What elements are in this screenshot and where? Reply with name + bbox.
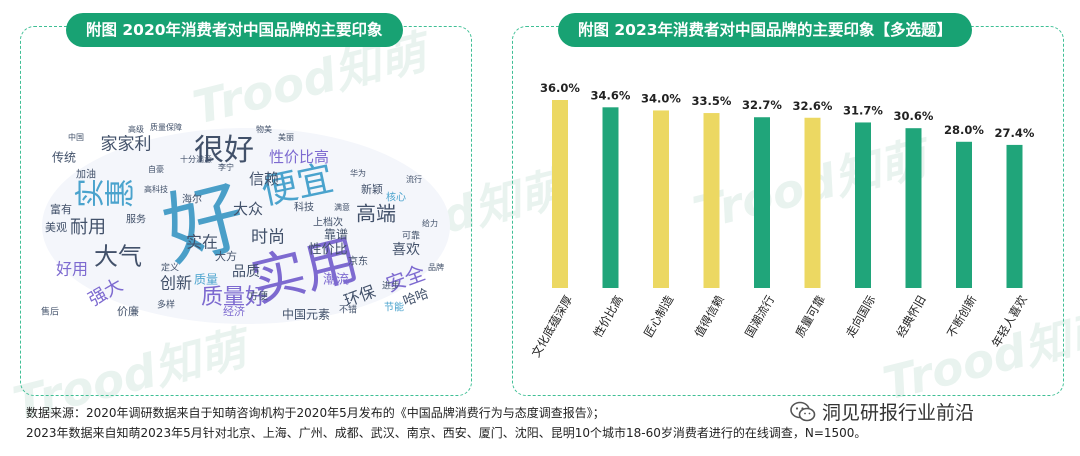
word-cloud-term: 进步 (382, 281, 400, 292)
category-label: 性价比高 (591, 293, 626, 340)
value-label: 36.0% (540, 81, 580, 95)
word-cloud-term: 十分满意 (180, 154, 212, 164)
category-label: 年轻人喜欢 (989, 292, 1030, 349)
word-cloud-term: 华为 (350, 168, 366, 178)
category-label: 不断创新 (944, 292, 979, 339)
value-label: 34.0% (641, 91, 681, 105)
word-cloud-term: 流行 (406, 174, 422, 184)
value-label: 27.4% (995, 126, 1035, 140)
word-cloud-term: 多样 (157, 299, 175, 311)
left-panel-title: 附图 2020年消费者对中国品牌的主要印象 (66, 13, 403, 47)
category-label: 走向国际 (843, 293, 878, 340)
value-label: 33.5% (692, 94, 732, 108)
word-cloud-term: 时尚 (251, 228, 285, 248)
word-cloud-term: 质量好 (201, 285, 267, 310)
word-cloud-term: 新颖 (361, 182, 383, 196)
word-cloud-term: 美观 (45, 221, 67, 234)
word-cloud-term: 经济 (223, 304, 245, 318)
category-label: 值得信赖 (692, 292, 727, 339)
word-cloud-term: 实在 (186, 233, 218, 252)
word-cloud-term: 物美 (256, 124, 272, 134)
word-cloud-term: 传统 (52, 150, 76, 165)
wechat-account-name: 洞见研报行业前沿 (822, 402, 975, 424)
word-cloud-term: 加油 (76, 168, 96, 181)
word-cloud-term: 核心 (386, 191, 406, 204)
bar-7 (855, 122, 871, 288)
word-cloud-term: 喜欢 (392, 242, 420, 258)
value-label: 34.6% (591, 88, 631, 102)
bar-chart: 36.0% 文化底蕴深厚 34.6% 性价比高 34.0% 匠心制造 33.5% 值得信赖 32… (529, 81, 1035, 360)
word-cloud-term: 富有 (50, 202, 72, 216)
wechat-account: 洞见研报行业前沿 (790, 398, 974, 425)
word-cloud-term: 海尔 (182, 193, 202, 206)
bar-8 (905, 128, 922, 288)
word-cloud-term: 中国 (68, 132, 84, 142)
word-cloud-term: 售后 (41, 306, 59, 318)
word-cloud-term: 很好 (194, 133, 254, 168)
category-label: 经典怀旧 (894, 293, 929, 340)
word-cloud-term: 高科技 (144, 184, 168, 194)
bar-4 (703, 113, 720, 288)
word-cloud-term: 家家利 (101, 135, 152, 155)
word-cloud-term: 实惠 (74, 179, 134, 214)
source-note-line1: 数据来源：2020年调研数据来自于知萌咨询机构于2020年5月发布的《中国品牌消… (26, 406, 605, 420)
word-cloud-backdrop (42, 128, 450, 324)
word-cloud-term: 好用 (56, 260, 88, 279)
category-label: 质量可靠 (793, 292, 828, 339)
bar-5 (754, 117, 770, 288)
word-cloud-term: 信赖 (249, 170, 279, 188)
word-cloud-term: 性价比高 (269, 148, 329, 166)
word-cloud: 好实用便宜很好实惠质量好大气高端安全强大家家利耐用好用时尚实在性价比高信赖大众创… (41, 122, 450, 324)
word-cloud-term: 靠谱 (324, 228, 348, 242)
source-note-line2: 2023年数据来自知萌2023年5月针对北京、上海、广州、成都、武汉、南京、西安… (26, 426, 867, 440)
word-cloud-term: 节能 (384, 301, 404, 314)
word-cloud-term: 满意 (334, 202, 350, 212)
word-cloud-term: 李宁 (218, 162, 234, 172)
category-label: 文化底蕴深厚 (529, 293, 576, 360)
word-cloud-term: 耐用 (70, 217, 106, 238)
word-cloud-term: 潮流 (323, 273, 349, 288)
word-cloud-term: 大众 (233, 200, 263, 218)
word-cloud-term: 方便 (248, 290, 268, 303)
word-cloud-term: 质量 (194, 273, 218, 287)
word-cloud-term: 价廉 (117, 304, 139, 318)
value-label: 30.6% (894, 109, 934, 123)
right-panel-title: 附图 2023年消费者对中国品牌的主要印象【多选题】 (558, 13, 973, 47)
bar-2 (602, 107, 619, 288)
category-label: 匠心制造 (641, 292, 676, 339)
word-cloud-term: 创新 (160, 274, 192, 293)
word-cloud-term: 品质 (232, 264, 260, 280)
category-label: 国潮流行 (742, 293, 777, 340)
word-cloud-term: 美丽 (278, 132, 294, 142)
value-label: 32.7% (742, 98, 782, 112)
word-cloud-term: 上档次 (313, 216, 343, 229)
word-cloud-term: 不错 (339, 304, 357, 316)
word-cloud-term: 可靠 (402, 230, 420, 242)
bar-1 (552, 100, 568, 288)
word-cloud-term: 高端 (356, 202, 396, 226)
word-cloud-term: 服务 (126, 213, 146, 226)
bar-10 (1006, 144, 1023, 288)
value-label: 28.0% (944, 123, 984, 137)
bar-3 (653, 110, 669, 288)
word-cloud-term: 品牌 (428, 262, 444, 272)
word-cloud-term: 给力 (422, 218, 438, 228)
word-cloud-term: 自豪 (148, 164, 164, 174)
word-cloud-term: 中国元素 (282, 307, 330, 322)
word-cloud-term: 高级 (128, 124, 144, 134)
word-cloud-term: 大气 (94, 243, 142, 271)
word-cloud-term: 定义 (161, 262, 179, 274)
value-label: 31.7% (843, 103, 883, 117)
word-cloud-term: 大方 (215, 249, 237, 263)
word-cloud-term: 性价比 (308, 243, 347, 258)
word-cloud-term: 质量保障 (150, 122, 182, 132)
wechat-icon (790, 401, 816, 421)
bar-6 (804, 117, 821, 288)
bar-9 (956, 141, 972, 288)
value-label: 32.6% (793, 99, 833, 113)
word-cloud-term: 科技 (294, 201, 314, 214)
word-cloud-term: 京东 (348, 255, 368, 268)
